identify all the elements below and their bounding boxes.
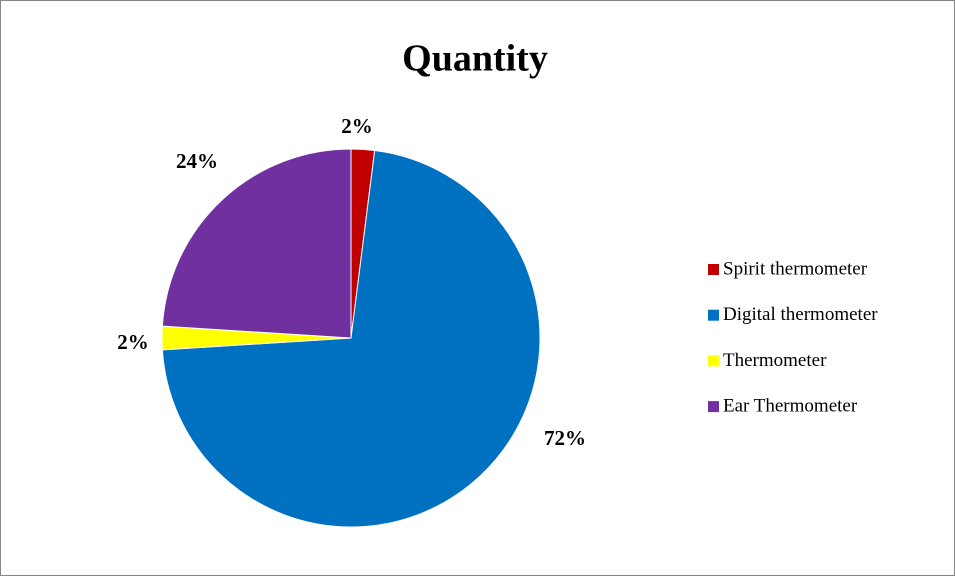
data-label: 2%: [341, 114, 373, 138]
legend-label: Thermometer: [723, 350, 827, 371]
legend-swatch: [708, 264, 719, 275]
pie-slice: [161, 149, 541, 528]
legend-swatch: [708, 401, 719, 413]
data-label: 24%: [176, 149, 218, 173]
legend-label: Spirit thermometer: [723, 258, 868, 279]
legend-swatch: [708, 309, 719, 321]
data-label: 72%: [544, 426, 586, 450]
legend-label: Digital thermometer: [723, 304, 878, 325]
data-label: 2%: [117, 330, 149, 354]
chart-title: Quantity: [402, 38, 548, 80]
pie-slice: [161, 148, 352, 339]
legend-label: Ear Thermometer: [723, 395, 858, 416]
legend-swatch: [708, 355, 719, 367]
